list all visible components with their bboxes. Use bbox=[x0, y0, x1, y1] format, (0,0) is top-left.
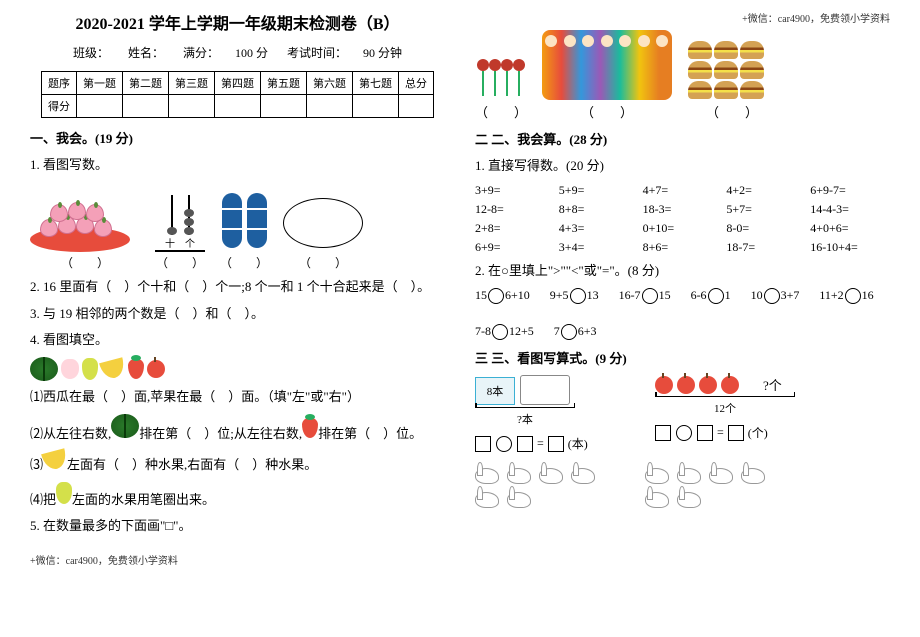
cmp-8: 76+3 bbox=[554, 324, 597, 340]
comparisons: 156+10 9+513 16-715 6-61 103+7 11+216 7-… bbox=[475, 288, 890, 341]
kids-group: （ ） bbox=[542, 30, 672, 121]
cmp-4: 6-61 bbox=[691, 288, 731, 304]
expr1: =(本) bbox=[475, 435, 615, 452]
footer-note: +微信：car4900，免费领小学资料 bbox=[30, 552, 445, 567]
peaches-image: （ ） bbox=[30, 192, 140, 271]
th-5: 第五题 bbox=[261, 72, 307, 95]
info-line: 班级： 姓名： 满分： 100 分 考试时间： 90 分钟 bbox=[30, 44, 445, 61]
pear-icon bbox=[56, 482, 72, 504]
oval-image: （ ） bbox=[283, 198, 363, 271]
watermelon-icon bbox=[30, 357, 58, 381]
apple-brace: 12个 bbox=[655, 396, 795, 416]
roses-group: （ ） bbox=[475, 59, 527, 121]
right-column: +微信：car4900，免费领小学资料 （ ） （ ） （ ） 二 二、我会算。… bbox=[475, 10, 890, 627]
swan-group-2 bbox=[645, 462, 785, 508]
banana-icon bbox=[99, 357, 127, 381]
book-brace: ?本 bbox=[475, 407, 575, 427]
equations: 3+9=5+9=4+7=4+2=6+9-7= 12-8=8+8=18-3=5+7… bbox=[475, 183, 890, 255]
sec3-title: 三 三、看图写算式。(9 分) bbox=[475, 348, 890, 367]
fullscore-label: 满分： bbox=[183, 46, 219, 60]
q2: 2. 16 里面有（ ）个十和（ ）个一;8 个一和 1 个十合起来是（ ）。 bbox=[30, 277, 445, 298]
sec2-q2: 2. 在○里填上">""<"或"="。(8 分) bbox=[475, 261, 890, 282]
q5-images: （ ） （ ） （ ） bbox=[475, 30, 890, 121]
expr2: =(个) bbox=[655, 424, 795, 441]
cmp-5: 103+7 bbox=[751, 288, 800, 304]
strawberry-icon bbox=[302, 418, 318, 438]
counters-image: （ ） bbox=[220, 193, 268, 271]
time-label: 考试时间： bbox=[287, 46, 347, 60]
q4-3: ⑶左面有（ ）种水果,右面有（ ）种水果。 bbox=[30, 451, 445, 476]
th-2: 第二题 bbox=[123, 72, 169, 95]
q5: 5. 在数量最多的下面画"□"。 bbox=[30, 516, 445, 537]
left-column: 2020-2021 学年上学期一年级期末检测卷（B） 班级： 姓名： 满分： 10… bbox=[30, 10, 445, 627]
q3: 3. 与 19 相邻的两个数是（ ）和（ ）。 bbox=[30, 304, 445, 325]
pear-icon bbox=[82, 358, 98, 380]
apple-icon bbox=[147, 360, 165, 378]
book-box: 8本 bbox=[475, 377, 515, 405]
swans-diagram bbox=[475, 462, 890, 508]
class-label: 班级： bbox=[73, 46, 109, 60]
q4-2: ⑵从左往右数,排在第（ ）位;从左往右数,排在第（ ）位。 bbox=[30, 414, 445, 445]
q4: 4. 看图填空。 bbox=[30, 330, 445, 351]
cmp-3: 16-715 bbox=[619, 288, 671, 304]
cmp-7: 7-812+5 bbox=[475, 324, 534, 340]
score-table: 题序 第一题 第二题 第三题 第四题 第五题 第六题 第七题 总分 得分 bbox=[41, 71, 434, 118]
th-score: 得分 bbox=[42, 95, 77, 118]
cmp-1: 156+10 bbox=[475, 288, 530, 304]
th-total: 总分 bbox=[399, 72, 434, 95]
cmp-2: 9+513 bbox=[550, 288, 599, 304]
peach-icon bbox=[61, 359, 79, 379]
sec3-diagrams: 8本 ?本 =(本) ?个 12个 =(个) bbox=[475, 375, 890, 452]
th-7: 第七题 bbox=[353, 72, 399, 95]
fullscore: 100 分 bbox=[235, 46, 268, 60]
exam-title: 2020-2021 学年上学期一年级期末检测卷（B） bbox=[30, 10, 445, 34]
th-seq: 题序 bbox=[42, 72, 77, 95]
fruit-row bbox=[30, 357, 445, 381]
q4-1: ⑴西瓜在最（ ）面,苹果在最（ ）面。（填"左"或"右"） bbox=[30, 387, 445, 408]
apple-diagram: ?个 12个 =(个) bbox=[655, 375, 795, 452]
header-note: +微信：car4900，免费领小学资料 bbox=[475, 10, 890, 25]
q1-images: （ ） 十个 （ ） （ ） （ ） bbox=[30, 182, 445, 271]
strawberry-icon bbox=[128, 359, 144, 379]
burgers-group: （ ） bbox=[687, 40, 777, 121]
q4-4: ⑷把左面的水果用笔圈出来。 bbox=[30, 482, 445, 511]
sec2-title: 二 二、我会算。(28 分) bbox=[475, 129, 890, 148]
q1: 1. 看图写数。 bbox=[30, 155, 445, 176]
cmp-6: 11+216 bbox=[819, 288, 873, 304]
sec2-q1: 1. 直接写得数。(20 分) bbox=[475, 156, 890, 177]
swan-group-1 bbox=[475, 462, 615, 508]
th-6: 第六题 bbox=[307, 72, 353, 95]
book-diagram: 8本 ?本 =(本) bbox=[475, 375, 615, 452]
th-1: 第一题 bbox=[77, 72, 123, 95]
th-4: 第四题 bbox=[215, 72, 261, 95]
name-label: 姓名： bbox=[128, 46, 164, 60]
watermelon-icon bbox=[111, 414, 139, 438]
abacus-image: 十个 （ ） bbox=[155, 182, 205, 271]
sec1-title: 一、我会。(19 分) bbox=[30, 128, 445, 147]
th-3: 第三题 bbox=[169, 72, 215, 95]
time: 90 分钟 bbox=[363, 46, 402, 60]
banana-icon bbox=[41, 448, 69, 472]
